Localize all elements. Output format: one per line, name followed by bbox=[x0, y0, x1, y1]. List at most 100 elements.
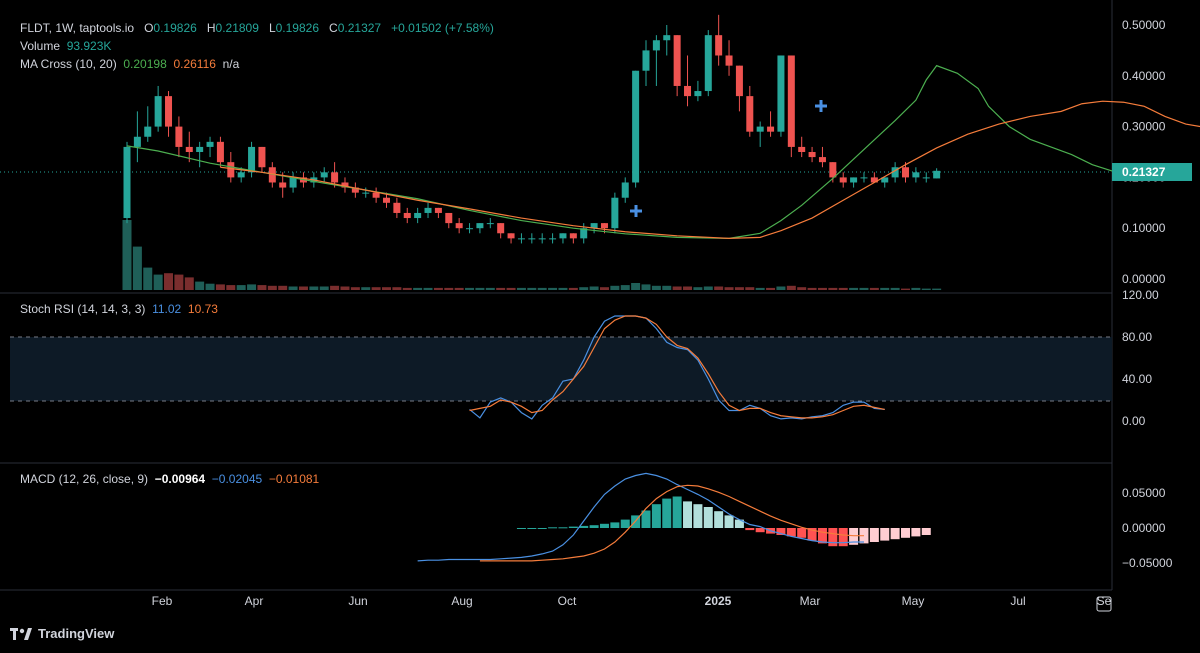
candle-body bbox=[517, 238, 525, 240]
volume-bar bbox=[755, 287, 765, 290]
volume-bar bbox=[828, 287, 838, 290]
macd-label[interactable]: MACD (12, 26, close, 9) bbox=[20, 472, 149, 486]
volume-bar bbox=[122, 220, 132, 290]
ma-label[interactable]: MA Cross (10, 20) bbox=[20, 57, 117, 71]
volume-bar bbox=[672, 286, 682, 290]
candle-body bbox=[227, 162, 235, 178]
volume-bar bbox=[330, 285, 340, 290]
time-axis-tick: Apr bbox=[245, 594, 264, 608]
price-axis-tick: 0.10000 bbox=[1122, 221, 1166, 235]
candle-body bbox=[798, 146, 806, 152]
candle-body bbox=[611, 197, 619, 229]
candle-body bbox=[839, 177, 847, 183]
candle-body bbox=[787, 55, 795, 147]
candle-body bbox=[756, 126, 764, 132]
volume-bar bbox=[485, 287, 495, 290]
ma-slow-value: 0.26116 bbox=[173, 57, 216, 71]
volume-bar bbox=[589, 286, 599, 290]
ma-cross-marker bbox=[630, 205, 642, 217]
candle-body bbox=[133, 136, 141, 147]
candle-body bbox=[818, 157, 826, 163]
macd-histogram-bar bbox=[683, 501, 693, 528]
candle-body bbox=[569, 233, 577, 239]
volume-bar bbox=[776, 286, 786, 290]
macd-histogram-bar bbox=[849, 528, 859, 545]
ma-layer bbox=[126, 64, 1200, 239]
macd-hist-value: −0.00964 bbox=[154, 472, 206, 486]
volume-bar bbox=[620, 285, 630, 290]
stoch-legend: Stoch RSI (14, 14, 3, 3) 11.02 10.73 bbox=[20, 301, 218, 317]
volume-bar bbox=[911, 287, 921, 290]
time-axis-tick: 2025 bbox=[705, 594, 732, 608]
macd-axis-tick: 0.00000 bbox=[1122, 521, 1166, 535]
volume-bar bbox=[703, 286, 713, 290]
candle-body bbox=[642, 50, 650, 71]
time-axis-tick: Jul bbox=[1010, 594, 1025, 608]
stoch-d-value: 10.73 bbox=[187, 302, 218, 316]
candle-body bbox=[507, 233, 515, 239]
candle-body bbox=[351, 187, 359, 193]
price-badge bbox=[1112, 163, 1192, 181]
macd-histogram-bar bbox=[828, 528, 838, 547]
volume-bar bbox=[724, 287, 734, 290]
high-label: H bbox=[206, 21, 216, 35]
volume-bar bbox=[143, 267, 153, 290]
volume-bar bbox=[226, 285, 236, 290]
footer-brand[interactable]: TradingView bbox=[10, 626, 114, 641]
volume-bar bbox=[921, 288, 931, 290]
candle-body bbox=[580, 228, 588, 239]
symbol-label[interactable]: FLDT, 1W, taptools.io bbox=[20, 21, 135, 35]
macd-histogram-bar bbox=[641, 510, 651, 528]
volume-bar bbox=[288, 286, 298, 290]
volume-bar bbox=[714, 286, 724, 290]
volume-bar bbox=[309, 286, 319, 290]
macd-histogram-bar bbox=[599, 523, 609, 528]
macd-line bbox=[417, 472, 864, 562]
volume-value: 93.923K bbox=[66, 39, 112, 53]
candle-body bbox=[393, 202, 401, 213]
settings-icon[interactable] bbox=[1096, 596, 1112, 612]
candle-body bbox=[248, 146, 256, 173]
macd-histogram-bar bbox=[651, 504, 661, 528]
macd-axis-tick: −0.05000 bbox=[1122, 556, 1173, 570]
candle-body bbox=[258, 146, 266, 168]
stoch-band bbox=[10, 337, 1112, 401]
price-axis-tick: 0.30000 bbox=[1122, 120, 1166, 134]
price-legend: FLDT, 1W, taptools.io O0.19826 H0.21809 … bbox=[20, 20, 494, 36]
stoch-label[interactable]: Stoch RSI (14, 14, 3, 3) bbox=[20, 302, 146, 316]
volume-label[interactable]: Volume bbox=[20, 39, 61, 53]
candle-body bbox=[320, 172, 328, 178]
volume-bar bbox=[402, 287, 412, 290]
macd-signal-line bbox=[479, 484, 864, 562]
candle-body bbox=[237, 172, 245, 178]
volume-bar bbox=[901, 288, 910, 290]
candle-body bbox=[600, 223, 608, 229]
volume-bar bbox=[693, 287, 703, 290]
candle-body bbox=[372, 192, 380, 198]
volume-bar bbox=[278, 285, 288, 290]
candle-body bbox=[933, 170, 941, 179]
macd-histogram-bar bbox=[755, 528, 765, 533]
candles-layer bbox=[123, 14, 941, 244]
stoch-d-line bbox=[469, 315, 885, 419]
stoch-k-line bbox=[469, 315, 885, 420]
volume-bar bbox=[433, 287, 443, 290]
volume-bar bbox=[215, 284, 225, 290]
volume-bar bbox=[361, 287, 371, 290]
candle-body bbox=[424, 207, 432, 213]
ma-fast-value: 0.20198 bbox=[123, 57, 167, 71]
volume-bar bbox=[807, 287, 817, 290]
macd-histogram-bar bbox=[558, 527, 568, 529]
candle-body bbox=[403, 212, 411, 219]
volume-bar bbox=[371, 287, 381, 290]
volume-bar bbox=[797, 287, 807, 290]
macd-histogram-bar bbox=[527, 528, 537, 529]
macd-histogram-bar bbox=[703, 507, 713, 528]
macd-histogram-bar bbox=[869, 528, 879, 542]
candle-body bbox=[652, 40, 660, 51]
volume-bar bbox=[444, 287, 454, 290]
candle-body bbox=[497, 223, 505, 234]
macd-histogram-bar bbox=[911, 528, 921, 537]
